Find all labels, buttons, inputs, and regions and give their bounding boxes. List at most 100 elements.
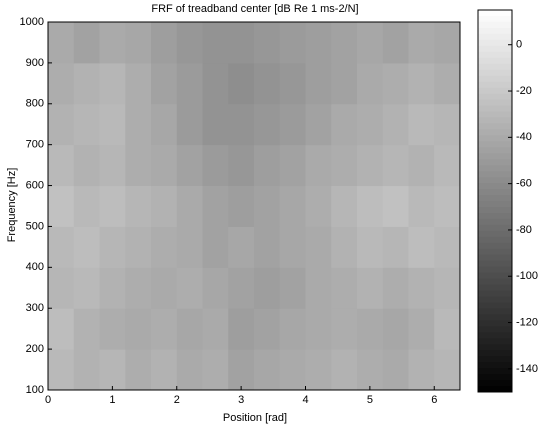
heatmap-cell	[279, 144, 306, 187]
heatmap-cell	[434, 185, 461, 227]
heatmap-cell	[434, 267, 461, 309]
colorbar-segment	[478, 27, 512, 35]
heatmap-cell	[73, 62, 100, 105]
heatmap-cell	[408, 226, 435, 268]
colorbar-segment	[478, 380, 512, 387]
heatmap-cell	[48, 144, 75, 187]
colorbar-segment	[478, 350, 512, 357]
heatmap-cell	[357, 103, 384, 146]
colorbar-segment	[478, 141, 512, 148]
heatmap-cell	[408, 103, 435, 146]
heatmap-cell	[125, 103, 152, 146]
y-tick-label: 600	[26, 179, 44, 191]
heatmap-cell	[254, 62, 281, 105]
heatmap-cell	[228, 267, 255, 309]
colorbar-segment	[478, 195, 512, 202]
colorbar-tick-label: -40	[516, 131, 532, 143]
x-tick-label: 2	[174, 394, 180, 406]
heatmap-cell	[176, 349, 203, 391]
heatmap-cell	[99, 22, 126, 64]
colorbar-segment	[478, 368, 512, 375]
colorbar-segment	[478, 236, 512, 244]
heatmap-cell	[202, 144, 229, 187]
heatmap-cell	[254, 308, 281, 350]
colorbar-segment	[478, 290, 512, 297]
heatmap-cell	[151, 185, 178, 227]
heatmap-cell	[202, 267, 229, 309]
colorbar-segment	[478, 224, 512, 232]
x-tick-label: 6	[431, 394, 437, 406]
colorbar-segment	[478, 135, 512, 142]
y-tick-label: 500	[26, 220, 44, 232]
colorbar-segment	[478, 57, 512, 65]
heatmap-cell	[331, 308, 358, 350]
colorbar-segment	[478, 332, 512, 339]
colorbar-segment	[478, 10, 512, 17]
heatmap-cell	[151, 62, 178, 105]
colorbar-segment	[478, 356, 512, 363]
colorbar-segment	[478, 189, 512, 196]
y-tick-label: 1000	[20, 16, 44, 28]
heatmap-cell	[48, 308, 75, 350]
heatmap-cell	[151, 226, 178, 268]
heatmap-cell	[99, 349, 126, 391]
heatmap-cell	[331, 144, 358, 187]
heatmap-cell	[331, 185, 358, 227]
heatmap-cell	[48, 349, 75, 391]
heatmap-cell	[125, 185, 152, 227]
heatmap-cell	[408, 308, 435, 350]
colorbar-segment	[478, 171, 512, 178]
heatmap-cell	[357, 349, 384, 391]
heatmap-cell	[125, 22, 152, 64]
colorbar-segment	[478, 296, 512, 303]
heatmap-cell	[254, 185, 281, 227]
heatmap-cell	[48, 185, 75, 227]
colorbar-tick-label: -120	[516, 316, 538, 328]
heatmap-cell	[305, 185, 332, 227]
heatmap-cell	[99, 103, 126, 146]
colorbar-segment	[478, 272, 512, 280]
heatmap-cell	[202, 185, 229, 227]
heatmap-cell	[357, 62, 384, 105]
heatmap-cell	[73, 144, 100, 187]
colorbar-segment	[478, 87, 512, 95]
heatmap-cell	[305, 349, 332, 391]
colorbar-segment	[478, 302, 512, 309]
heatmap-cell	[382, 22, 409, 64]
colorbar-segment	[478, 123, 512, 130]
heatmap-cell	[434, 144, 461, 187]
heatmap-cell	[99, 144, 126, 187]
heatmap-cell	[254, 103, 281, 146]
heatmap-cell	[48, 267, 75, 309]
heatmap-cell	[331, 267, 358, 309]
x-tick-label: 4	[302, 394, 308, 406]
colorbar-segment	[478, 374, 512, 381]
heatmap-cell	[408, 22, 435, 64]
heatmap-cell	[279, 226, 306, 268]
heatmap-cell	[382, 267, 409, 309]
heatmap-cell	[176, 267, 203, 309]
heatmap-cell	[408, 349, 435, 391]
heatmap-cell	[202, 308, 229, 350]
colorbar-segment	[478, 105, 512, 112]
heatmap-cell	[408, 62, 435, 105]
heatmap-cell	[279, 103, 306, 146]
heatmap-cell	[125, 62, 152, 105]
heatmap-cell	[99, 226, 126, 268]
heatmap-cell	[331, 349, 358, 391]
colorbar-segment	[478, 248, 512, 256]
heatmap-cell	[99, 62, 126, 105]
heatmap-cell	[305, 226, 332, 268]
y-tick-label: 300	[26, 302, 44, 314]
colorbar-segment	[478, 386, 512, 393]
heatmap-cell	[279, 267, 306, 309]
heatmap-cell	[279, 349, 306, 391]
x-tick-label: 5	[367, 394, 373, 406]
heatmap-cell	[228, 308, 255, 350]
heatmap-cell	[331, 226, 358, 268]
heatmap-cell	[254, 349, 281, 391]
heatmap-cell	[125, 144, 152, 187]
heatmap-cell	[73, 22, 100, 64]
heatmap-cell	[202, 22, 229, 64]
